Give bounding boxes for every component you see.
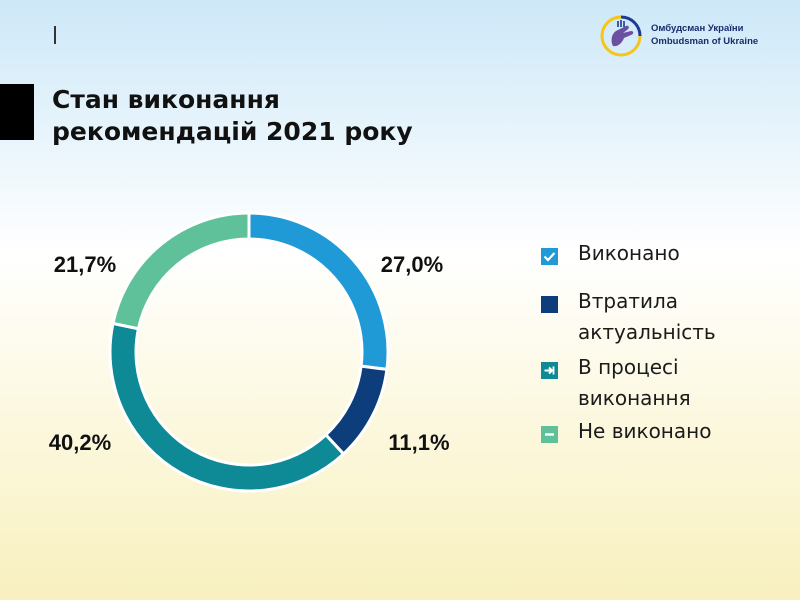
data-label-lost-relevance: 11,1% xyxy=(388,430,449,455)
logo-text-ukrainian: Омбудсман України xyxy=(651,23,744,34)
data-label-not-completed: 21,7% xyxy=(54,252,116,277)
ombudsman-logo: Омбудсман України Ombudsman of Ukraine xyxy=(596,12,792,60)
page-title: Стан виконання рекомендацій 2021 року xyxy=(52,84,413,148)
header-divider xyxy=(54,26,56,44)
ombudsman-emblem-icon xyxy=(600,15,642,57)
legend-label-not-completed: Не виконано xyxy=(578,419,712,443)
title-accent-bar xyxy=(0,84,34,140)
donut-slice-completed xyxy=(247,211,390,372)
donut-slice-lost-relevance xyxy=(323,364,389,457)
legend-label-completed: Виконано xyxy=(578,241,680,265)
donut-slice-in-progress xyxy=(108,321,346,493)
legend-label-in-progress: В процесі виконання xyxy=(578,355,691,410)
check-icon xyxy=(541,248,558,265)
legend-label-lost-relevance: Втратила актуальність xyxy=(578,289,716,344)
minus-icon xyxy=(541,426,558,443)
data-label-in-progress: 40,2% xyxy=(49,430,111,455)
logo-text-english: Ombudsman of Ukraine xyxy=(651,36,759,47)
square-icon xyxy=(541,296,558,313)
title-line-1: Стан виконання xyxy=(52,85,280,114)
donut-slice-not-completed xyxy=(111,211,251,331)
data-label-completed: 27,0% xyxy=(381,252,443,277)
arrow-right-icon xyxy=(541,362,558,379)
title-line-2: рекомендацій 2021 року xyxy=(52,117,413,146)
